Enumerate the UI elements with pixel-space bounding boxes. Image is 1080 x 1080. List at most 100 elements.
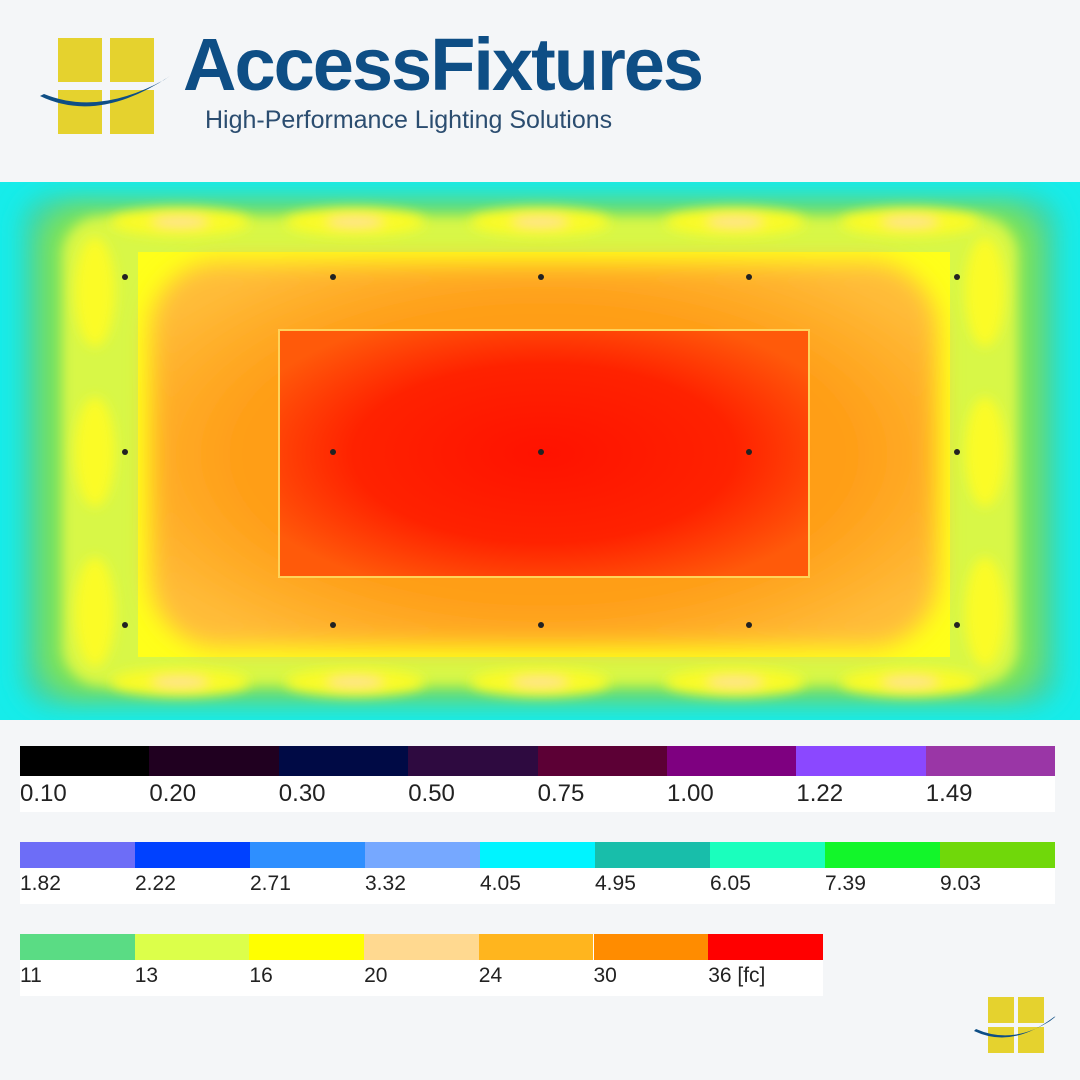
legend-label: 20 — [364, 964, 388, 987]
fixture-point — [330, 274, 336, 280]
legend-label: 2.22 — [135, 872, 176, 895]
legend-row: 0.10 0.20 0.30 0.50 0.75 1.00 1.22 1.49 — [20, 746, 1056, 812]
legend-label: 36 [fc] — [708, 964, 766, 987]
legend-label: 1.82 — [20, 872, 61, 895]
legend-label: 0.30 — [278, 780, 326, 807]
legend-item: 4.05 — [480, 842, 595, 900]
legend-swatch — [708, 934, 823, 960]
fixture-point — [954, 449, 960, 455]
legend-item: 0.30 — [278, 746, 409, 807]
legend-item: 13 — [134, 934, 250, 992]
core-area — [279, 330, 809, 577]
illuminance-plot — [0, 182, 1080, 720]
legend-item: 0.50 — [408, 746, 538, 807]
fixture-point — [330, 622, 336, 628]
legend-swatch — [940, 842, 1055, 868]
legend-swatch — [250, 842, 365, 868]
legend-item: 9.03 — [940, 842, 1055, 900]
legend-swatch — [134, 934, 250, 960]
legend-swatch — [249, 934, 365, 960]
legend-row: 11 13 16 20 24 30 36 [fc] — [20, 934, 823, 996]
corner-logo-icon — [974, 997, 1056, 1053]
legend-label: 0.75 — [537, 780, 585, 807]
legend-item: 3.32 — [365, 842, 480, 900]
legend-label: 7.39 — [825, 872, 866, 895]
legend-swatch — [20, 842, 135, 868]
fixture-point — [746, 622, 752, 628]
legend-item: 6.05 — [710, 842, 825, 900]
legend-item: 36 [fc] — [708, 934, 823, 992]
legend-item: 2.22 — [135, 842, 250, 900]
core-outline — [278, 329, 810, 578]
legend-label: 1.22 — [796, 780, 844, 807]
window-swoosh-logo-icon — [40, 38, 172, 134]
legend-item: 1.22 — [796, 746, 926, 807]
legend-swatch — [593, 934, 709, 960]
legend-label: 1.49 — [925, 780, 973, 807]
legend-swatch — [365, 842, 480, 868]
legend-swatch — [278, 746, 409, 776]
legend-row: 1.82 2.22 2.71 3.32 4.05 4.95 6.05 7.39 9.03 — [20, 842, 1055, 904]
legend-item: 1.00 — [667, 746, 797, 807]
fixture-point — [122, 622, 128, 628]
legend-swatch — [408, 746, 538, 776]
legend-label: 0.10 — [20, 780, 67, 807]
legend-label: 0.20 — [149, 780, 197, 807]
fixture-point — [746, 449, 752, 455]
legend-swatch — [480, 842, 595, 868]
legend-swatch — [537, 746, 667, 776]
legend-label: 6.05 — [710, 872, 751, 895]
legend-item: 0.75 — [537, 746, 667, 807]
legend-label: 30 — [593, 964, 617, 987]
fixture-point — [122, 274, 128, 280]
legend-swatch — [825, 842, 940, 868]
legend-item: 30 — [593, 934, 709, 992]
legend-item: 24 — [478, 934, 594, 992]
legend-swatch — [710, 842, 825, 868]
fixture-point — [330, 449, 336, 455]
brand-logo: AccessFixtures High-Performance Lighting… — [38, 23, 738, 140]
legend-label: 4.05 — [480, 872, 521, 895]
legend-swatch — [149, 746, 279, 776]
legend-swatch — [135, 842, 250, 868]
legend-label: 9.03 — [940, 872, 981, 895]
legend-label: 16 — [249, 964, 273, 987]
yellow-lobes — [75, 208, 1005, 696]
brand-tagline: High-Performance Lighting Solutions — [205, 106, 613, 134]
legend-item: 4.95 — [595, 842, 710, 900]
legend-item: 0.20 — [149, 746, 279, 807]
legend-label: 1.00 — [667, 780, 714, 807]
legend-item: 7.39 — [825, 842, 940, 900]
brand-name: AccessFixtures — [183, 23, 704, 106]
legend-label: 4.95 — [595, 872, 636, 895]
legend-item: 20 — [364, 934, 479, 992]
legend-swatch — [796, 746, 926, 776]
legend-swatch — [364, 934, 479, 960]
legend-item: 2.71 — [250, 842, 365, 900]
legend-label: 2.71 — [250, 872, 291, 895]
legend-label: 11 — [20, 964, 42, 987]
legend-item: 16 — [249, 934, 365, 992]
legend-label: 3.32 — [365, 872, 406, 895]
fixture-point — [538, 449, 544, 455]
fixture-points — [122, 274, 960, 628]
legend-swatch — [20, 746, 150, 776]
fixture-point — [538, 622, 544, 628]
peach-spots — [150, 216, 940, 688]
legend-label: 0.50 — [408, 780, 455, 807]
legend-label: 13 — [134, 964, 159, 987]
legend-swatch — [667, 746, 797, 776]
legend-swatch — [925, 746, 1056, 776]
fixture-point — [954, 274, 960, 280]
legend-item: 11 — [20, 934, 135, 992]
legend-swatch — [20, 934, 135, 960]
legend-item: 0.10 — [20, 746, 150, 807]
legend-swatch — [595, 842, 710, 868]
legend-item: 1.82 — [20, 842, 135, 900]
fixture-point — [122, 449, 128, 455]
fixture-point — [538, 274, 544, 280]
fixture-point — [746, 274, 752, 280]
legend-item: 1.49 — [925, 746, 1056, 807]
legend-label: 24 — [478, 964, 503, 987]
fixture-point — [954, 622, 960, 628]
